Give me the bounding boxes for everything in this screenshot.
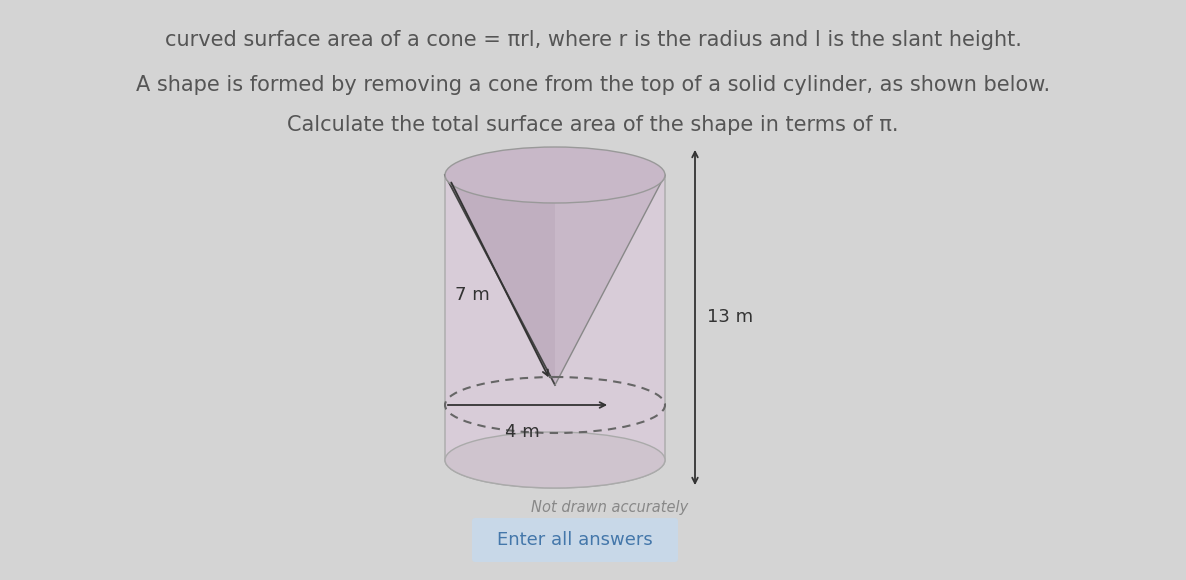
FancyBboxPatch shape <box>472 518 678 562</box>
Ellipse shape <box>445 147 665 203</box>
Text: curved surface area of a cone = πrl, where r is the radius and l is the slant he: curved surface area of a cone = πrl, whe… <box>165 30 1021 50</box>
Text: A shape is formed by removing a cone from the top of a solid cylinder, as shown : A shape is formed by removing a cone fro… <box>136 75 1050 95</box>
Polygon shape <box>445 175 665 488</box>
Polygon shape <box>555 175 665 385</box>
Text: Enter all answers: Enter all answers <box>497 531 652 549</box>
Ellipse shape <box>445 432 665 488</box>
Text: 7 m: 7 m <box>455 286 490 304</box>
Text: Calculate the total surface area of the shape in terms of π.: Calculate the total surface area of the … <box>287 115 899 135</box>
Text: 4 m: 4 m <box>504 423 540 441</box>
Polygon shape <box>445 175 555 385</box>
Text: Not drawn accurately: Not drawn accurately <box>531 500 689 515</box>
Text: 13 m: 13 m <box>707 309 753 327</box>
